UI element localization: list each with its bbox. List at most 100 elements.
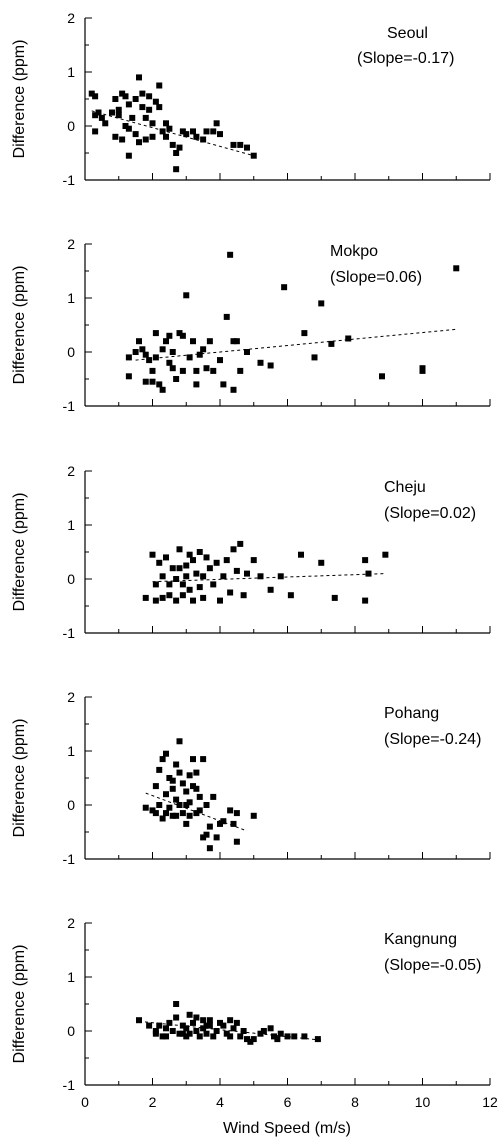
data-point <box>200 1017 207 1024</box>
data-point <box>271 1033 277 1040</box>
data-point <box>176 738 183 745</box>
data-point <box>217 820 223 827</box>
data-point <box>200 594 207 601</box>
data-point <box>132 349 139 355</box>
data-point <box>260 1028 267 1034</box>
y-tick-label: 2 <box>67 689 75 705</box>
trend-line <box>152 573 386 583</box>
y-tick-label: 0 <box>67 344 75 360</box>
data-point <box>318 300 325 307</box>
data-point <box>169 365 176 372</box>
data-point <box>314 1036 321 1043</box>
data-point <box>169 785 176 792</box>
data-point <box>217 597 223 604</box>
data-point <box>277 573 284 580</box>
y-tick-label: -1 <box>63 851 76 867</box>
data-point <box>220 818 227 825</box>
data-point <box>163 338 169 345</box>
data-point <box>179 780 186 787</box>
data-point <box>267 586 274 593</box>
slope-annotation: (Slope=-0.05) <box>384 957 481 974</box>
data-point <box>183 802 190 808</box>
data-point <box>206 338 213 345</box>
data-point <box>230 386 237 393</box>
data-point <box>206 1022 213 1029</box>
data-point <box>196 1033 203 1040</box>
data-point <box>176 546 183 553</box>
data-point <box>166 359 173 366</box>
y-axis-label: Difference (ppm) <box>11 266 28 385</box>
data-point <box>136 74 142 81</box>
data-point <box>163 120 169 127</box>
data-point <box>233 567 240 574</box>
data-point <box>149 807 156 814</box>
y-tick-label: 1 <box>67 743 75 759</box>
data-point <box>163 133 169 140</box>
data-point <box>328 340 335 347</box>
data-point <box>163 1033 169 1040</box>
data-point <box>159 386 166 393</box>
data-point <box>213 559 220 566</box>
data-point <box>196 793 203 800</box>
data-point <box>149 551 156 558</box>
data-point <box>193 810 200 817</box>
data-point <box>149 120 156 127</box>
data-point <box>142 136 149 143</box>
data-point <box>196 584 203 591</box>
data-point <box>190 756 196 763</box>
data-point <box>247 1038 254 1045</box>
station-name: Kangnung <box>384 931 457 948</box>
station-name: Seoul <box>387 25 428 42</box>
y-tick-label: 1 <box>67 517 75 533</box>
data-point <box>152 354 159 361</box>
y-axis-label: Difference (ppm) <box>11 945 28 1064</box>
data-point <box>152 597 159 604</box>
data-point <box>190 128 196 135</box>
x-tick-label: 4 <box>216 1094 224 1110</box>
data-point <box>159 1033 166 1040</box>
data-point <box>156 82 163 89</box>
data-point <box>146 93 153 100</box>
slope-annotation: (Slope=0.02) <box>384 505 476 522</box>
data-point <box>206 1017 213 1024</box>
data-point <box>203 554 210 561</box>
y-tick-label: -1 <box>63 398 76 414</box>
data-point <box>193 133 200 140</box>
data-point <box>203 1022 210 1029</box>
data-point <box>176 1030 183 1037</box>
data-point <box>203 365 210 372</box>
data-point <box>200 573 207 580</box>
data-point <box>190 783 196 790</box>
data-point <box>179 581 186 588</box>
data-point <box>227 1017 234 1024</box>
y-tick-label: 2 <box>67 463 75 479</box>
data-point <box>186 812 193 819</box>
data-point <box>173 761 180 768</box>
y-tick-label: 0 <box>67 571 75 587</box>
data-point <box>183 573 190 580</box>
data-point <box>220 381 227 388</box>
data-point <box>217 1019 223 1026</box>
data-point <box>210 128 217 135</box>
data-point <box>362 557 369 564</box>
data-point <box>203 128 210 135</box>
data-point <box>244 349 250 355</box>
data-point <box>227 1033 234 1040</box>
data-point <box>186 551 193 558</box>
data-point <box>203 1030 210 1037</box>
data-point <box>125 152 132 159</box>
y-tick-label: 2 <box>67 10 75 26</box>
data-point <box>173 166 180 173</box>
data-point <box>125 354 132 361</box>
data-point <box>149 133 156 140</box>
data-point <box>183 788 190 795</box>
data-point <box>176 802 183 808</box>
data-point <box>166 775 173 781</box>
slope-annotation: (Slope=-0.17) <box>357 50 454 67</box>
x-tick-label: 0 <box>81 1094 89 1110</box>
data-point <box>156 1022 163 1029</box>
data-point <box>152 581 159 588</box>
data-point <box>213 1028 220 1034</box>
data-point <box>223 557 230 564</box>
